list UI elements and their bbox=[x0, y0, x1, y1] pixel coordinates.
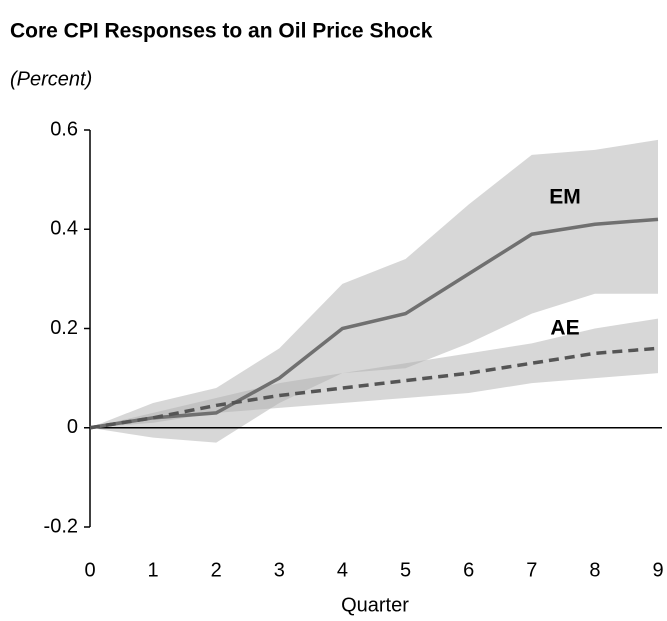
series-label: EM bbox=[549, 186, 581, 209]
x-tick-label: 3 bbox=[274, 559, 285, 581]
series-line bbox=[89, 346, 659, 430]
confidence-band bbox=[90, 139, 658, 443]
confidence-band bbox=[90, 318, 658, 428]
x-tick-label: 9 bbox=[652, 559, 663, 581]
x-tick-label: 5 bbox=[400, 559, 411, 581]
series-line bbox=[89, 217, 659, 430]
x-tick-label: 8 bbox=[589, 559, 600, 581]
x-tick-label: 4 bbox=[337, 559, 348, 581]
x-tick-label: 0 bbox=[84, 559, 95, 581]
y-tick-label: 0 bbox=[67, 416, 78, 438]
x-tick-label: 1 bbox=[148, 559, 159, 581]
chart-subtitle: (Percent) bbox=[10, 68, 92, 90]
x-tick-label: 7 bbox=[526, 559, 537, 581]
y-tick-label: 0.4 bbox=[50, 218, 78, 240]
y-tick-label: 0.6 bbox=[50, 118, 78, 140]
chart-title: Core CPI Responses to an Oil Price Shock bbox=[10, 20, 433, 43]
x-tick-label: 6 bbox=[463, 559, 474, 581]
x-tick-label: 2 bbox=[211, 559, 222, 581]
y-tick-label: 0.2 bbox=[50, 317, 78, 339]
y-tick-label: -0.2 bbox=[44, 515, 78, 537]
series-label: AE bbox=[550, 317, 579, 340]
x-axis-label: Quarter bbox=[341, 594, 409, 616]
